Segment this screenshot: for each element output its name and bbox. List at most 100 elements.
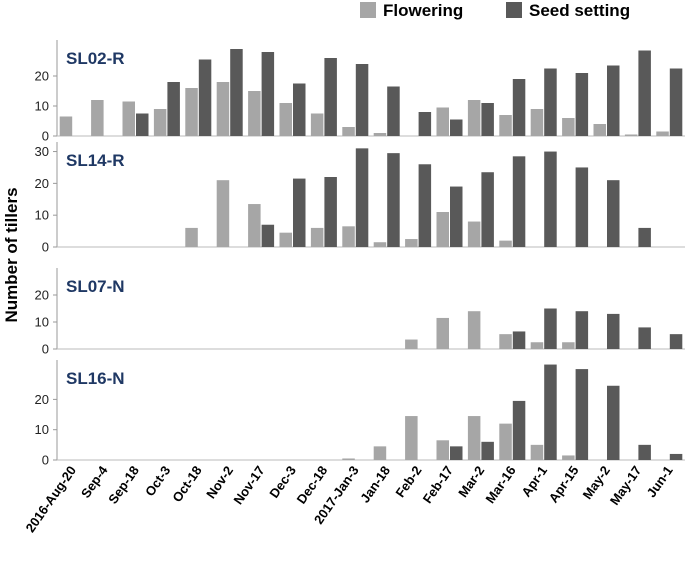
bar-flowering-sl02-r (624, 134, 638, 136)
bar-seed-setting-sl02-r (293, 83, 306, 136)
bar-seed-setting-sl16-n (669, 453, 683, 460)
bar-seed-setting-sl02-r (418, 112, 432, 136)
bar-flowering-sl16-n (499, 423, 512, 460)
y-tick-label: 10 (35, 422, 49, 437)
bar-flowering-sl02-r (436, 107, 449, 136)
bar-seed-setting-sl14-r (512, 156, 526, 247)
bar-flowering-sl14-r (373, 242, 387, 247)
bar-flowering-sl16-n (467, 416, 481, 460)
panel-label: SL02-R (66, 49, 125, 68)
y-tick-label: 20 (35, 69, 49, 84)
bar-flowering-sl14-r (216, 180, 230, 247)
bar-flowering-sl02-r (562, 118, 575, 136)
bar-flowering-sl07-n (530, 342, 544, 349)
bar-flowering-sl14-r (467, 221, 481, 247)
bar-seed-setting-sl07-n (512, 331, 526, 349)
y-tick-label: 10 (35, 208, 49, 223)
bar-flowering-sl02-r (153, 109, 167, 136)
bar-seed-setting-sl16-n (544, 364, 557, 460)
bar-flowering-sl16-n (436, 440, 449, 460)
bar-seed-setting-sl02-r (575, 73, 589, 136)
bar-flowering-sl14-r (499, 240, 512, 247)
legend-label-seed-setting: Seed setting (529, 1, 630, 20)
bar-seed-setting-sl14-r (355, 148, 369, 247)
y-tick-label: 30 (35, 144, 49, 159)
bar-seed-setting-sl02-r (638, 50, 651, 136)
bar-seed-setting-sl14-r (387, 153, 400, 247)
bar-flowering-sl16-n (562, 455, 575, 460)
bar-seed-setting-sl16-n (638, 444, 651, 460)
bar-flowering-sl14-r (248, 204, 261, 247)
x-tick-label: Sep-18 (105, 463, 142, 507)
bar-seed-setting-sl14-r (638, 227, 651, 247)
panel-label: SL16-N (66, 369, 125, 388)
bar-seed-setting-sl02-r (230, 49, 243, 136)
x-tick-label: Oct-18 (169, 463, 204, 505)
legend-swatch-seed-setting (506, 2, 522, 18)
bar-flowering-sl16-n (530, 444, 544, 460)
panel-label: SL07-N (66, 277, 125, 296)
bar-seed-setting-sl14-r (575, 167, 589, 247)
panel-label: SL14-R (66, 151, 125, 170)
bar-seed-setting-sl14-r (261, 224, 275, 247)
x-tick-label: Jun-1 (644, 463, 676, 500)
bar-flowering-sl02-r (593, 124, 606, 136)
y-tick-label: 0 (42, 129, 49, 144)
bar-flowering-sl07-n (467, 311, 481, 349)
x-tick-label: Oct-3 (142, 463, 173, 499)
bar-flowering-sl02-r (279, 103, 292, 136)
bar-seed-setting-sl02-r (669, 68, 683, 136)
bar-flowering-sl07-n (436, 317, 449, 349)
bar-flowering-sl02-r (530, 109, 544, 136)
y-tick-label: 0 (42, 240, 49, 255)
bar-seed-setting-sl14-r (418, 164, 432, 247)
bar-flowering-sl02-r (248, 91, 261, 136)
bar-seed-setting-sl14-r (324, 177, 337, 247)
bar-flowering-sl14-r (342, 226, 355, 247)
panel-sl02-r: 0 10 20 SL02-R (35, 40, 685, 144)
bar-flowering-sl02-r (91, 100, 104, 136)
bar-seed-setting-sl16-n (450, 446, 463, 460)
x-tick-label: Mar-2 (455, 463, 487, 500)
bar-seed-setting-sl07-n (607, 313, 620, 349)
x-tick-label: Sep-4 (78, 462, 111, 500)
bar-flowering-sl16-n (373, 446, 387, 460)
bar-seed-setting-sl14-r (481, 172, 494, 247)
bar-flowering-sl14-r (436, 212, 449, 247)
legend: Flowering Seed setting (360, 1, 630, 20)
y-tick-label: 20 (35, 288, 49, 303)
bar-seed-setting-sl07-n (544, 308, 557, 349)
bar-seed-setting-sl16-n (512, 400, 526, 460)
bar-seed-setting-sl02-r (167, 82, 180, 136)
bar-seed-setting-sl14-r (544, 151, 557, 247)
x-tick-label: Nov-17 (230, 463, 267, 507)
bar-flowering-sl02-r (185, 88, 198, 136)
bar-flowering-sl02-r (373, 133, 387, 136)
bar-flowering-sl16-n (342, 458, 355, 460)
x-tick-label: Feb-17 (420, 463, 456, 506)
bar-flowering-sl14-r (310, 227, 324, 247)
bar-seed-setting-sl02-r (481, 103, 494, 136)
bar-flowering-sl14-r (405, 239, 418, 247)
bar-seed-setting-sl07-n (638, 327, 651, 349)
y-tick-label: 0 (42, 453, 49, 468)
bar-seed-setting-sl02-r (324, 58, 337, 136)
y-tick-label: 0 (42, 342, 49, 357)
bar-seed-setting-sl02-r (355, 64, 369, 136)
bar-flowering-sl02-r (499, 115, 512, 136)
panel-sl16-n: 0 10 20 SL16-N (35, 360, 685, 468)
x-tick-label: May-17 (607, 463, 645, 508)
bar-seed-setting-sl16-n (575, 369, 589, 460)
y-tick-label: 20 (35, 392, 49, 407)
x-tick-label: Mar-16 (482, 463, 518, 506)
bar-flowering-sl02-r (342, 127, 355, 136)
bar-flowering-sl14-r (185, 227, 198, 247)
bar-flowering-sl14-r (279, 232, 292, 247)
bar-seed-setting-sl02-r (198, 59, 212, 136)
x-tick-label: 2016-Aug-20 (23, 463, 80, 535)
bar-seed-setting-sl02-r (512, 79, 526, 136)
panel-sl07-n: 0 10 20 SL07-N (35, 268, 685, 357)
bar-flowering-sl02-r (122, 101, 135, 136)
